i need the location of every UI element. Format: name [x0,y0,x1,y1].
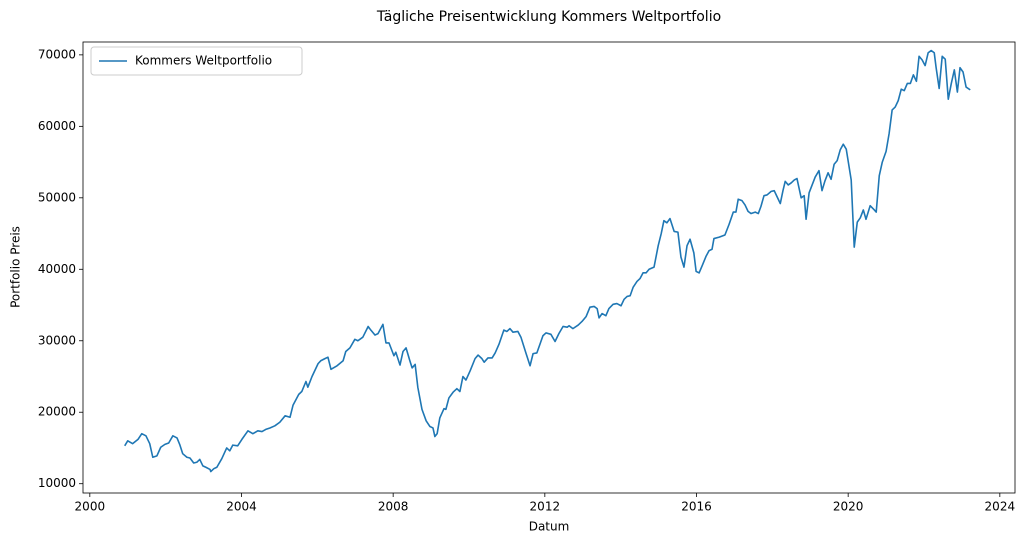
plot-frame [82,41,1016,494]
y-axis-label: Portfolio Preis [9,226,23,308]
x-axis-label: Datum [529,520,570,534]
legend-box [90,46,303,76]
data-line [124,49,971,473]
x-tick-label: 2016 [681,500,712,514]
x-tick-label: 2004 [226,500,257,514]
legend-label: Kommers Weltportfolio [135,54,272,68]
chart-title: Tägliche Preisentwicklung Kommers Weltpo… [376,9,721,25]
x-tick-label: 2024 [985,500,1016,514]
x-tick-label: 2020 [833,500,864,514]
y-tick-label: 40000 [38,262,76,276]
x-tick-label: 2012 [530,500,561,514]
y-tick-label: 30000 [38,333,76,347]
y-tick-label: 50000 [38,190,76,204]
y-tick-label: 20000 [38,405,76,419]
x-tick-label: 2008 [378,500,409,514]
y-tick-label: 60000 [38,119,76,133]
y-tick-label: 10000 [38,476,76,490]
y-tick-label: 70000 [38,47,76,61]
x-tick-label: 2000 [75,500,106,514]
